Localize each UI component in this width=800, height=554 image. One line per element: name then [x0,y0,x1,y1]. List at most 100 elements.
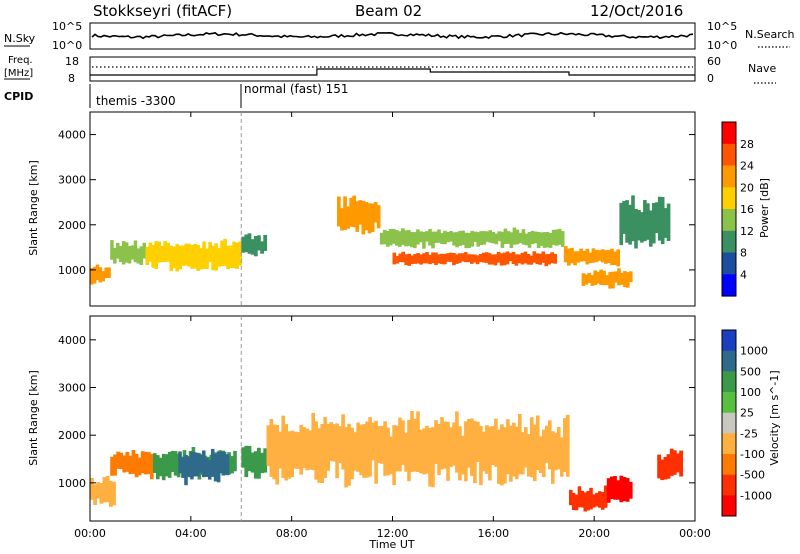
velocity-colorbar-segment [722,350,736,372]
velocity-cell [161,453,166,481]
power-colorbar-tick: 28 [740,138,754,151]
velocity-cell [233,450,237,472]
power-cell [499,253,504,266]
velocity-cell [560,437,564,477]
power-cell [505,251,510,265]
power-cell [443,230,447,245]
power-cell [90,268,94,285]
velocity-cell [398,417,402,472]
velocity-cell [586,491,590,511]
y-tick-label: 3000 [58,174,86,187]
velocity-cell [119,452,123,470]
power-cell [127,245,132,264]
power-cell [410,255,414,264]
velocity-cell [422,428,426,475]
velocity-cell [669,448,674,476]
velocity-cell [293,431,297,469]
power-cell [250,239,255,255]
power-cell [614,271,618,283]
power-cell [622,200,626,234]
velocity-cell [554,432,558,471]
power-cell [476,232,480,247]
power-cell [506,231,511,244]
velocity-cell [392,425,396,486]
power-cell [532,251,537,263]
velocity-colorbar-tick: -1000 [740,489,772,502]
power-cell [467,232,471,248]
power-cell [502,252,507,266]
power-cell [482,231,487,245]
power-cell [241,236,246,253]
power-cell [92,266,97,284]
velocity-cell [225,454,230,476]
velocity-cell [290,430,294,478]
power-cell [358,200,363,225]
velocity-y-axis: 1000 2000 3000 4000 [58,316,695,521]
power-heatmap [90,195,671,289]
nsearch-label: N.Search [745,28,795,41]
power-cell [428,255,432,265]
velocity-cell [377,426,381,463]
velocity-cell [305,428,309,471]
velocity-cell [485,425,489,474]
velocity-cell [112,481,116,506]
velocity-cell [497,429,501,484]
velocity-cell [479,425,483,486]
nsky-left-tick-bottom: 10^0 [52,39,82,52]
velocity-cell [99,483,104,504]
velocity-cell [419,429,423,474]
power-cell [563,246,568,263]
power-cell [493,254,498,266]
velocity-cell [241,447,246,468]
velocity-cell [213,454,218,482]
power-cell [121,241,126,265]
velocity-colorbar-segment [722,454,736,476]
power-cell [518,232,523,244]
velocity-cell [449,427,453,467]
power-cell [626,272,630,288]
power-cell [352,195,356,228]
power-cell [223,238,227,266]
velocity-cell [90,477,94,500]
power-cell [591,248,596,263]
power-cell [666,203,671,241]
power-cell [116,242,120,259]
velocity-cell [140,451,145,474]
velocity-cell [455,411,459,473]
power-cell [523,251,528,264]
power-cell [646,203,650,240]
velocity-cell [125,451,130,472]
power-cell [520,252,525,265]
velocity-cell [266,425,271,467]
power-cell [657,196,662,241]
power-cell [184,243,188,266]
nsky-label: N.Sky [4,32,36,45]
velocity-heatmap [90,411,683,512]
power-cell [263,235,268,251]
velocity-cell [222,451,227,475]
station-title: Stokkseyri (fitACF) [93,2,232,20]
velocity-cell [102,477,107,503]
power-cell [148,242,153,262]
power-cell [484,252,489,263]
cpid-mode-normal: normal (fast) 151 [244,82,348,96]
power-cell [547,254,551,265]
power-cell [585,248,590,265]
freq-left-tick-top: 18 [65,55,79,68]
power-colorbar-tick: 16 [740,203,754,216]
power-cell [440,253,444,265]
velocity-cell [660,459,665,481]
power-cell [398,231,402,247]
velocity-colorbar-tick: 100 [740,386,761,399]
power-cell [567,248,571,266]
power-cell [527,232,532,248]
power-cell [511,251,516,264]
power-cell [355,201,360,232]
power-cell [461,230,465,245]
power-cell [211,245,215,271]
power-cell [208,242,212,263]
power-colorbar-segment [722,122,736,145]
power-cell [119,246,123,263]
velocity-cell [548,420,552,470]
